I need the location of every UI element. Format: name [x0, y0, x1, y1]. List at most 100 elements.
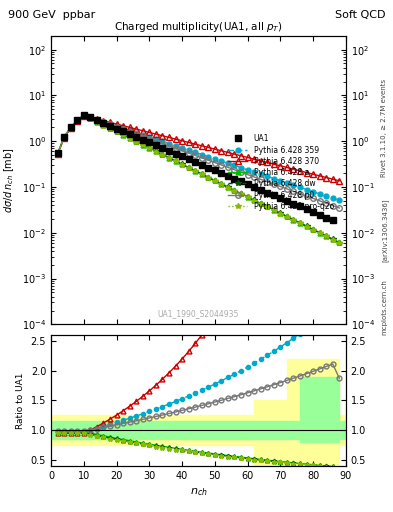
UA1: [199, 162, 204, 168]
Pythia 6.428 pro-q2o: [278, 210, 283, 217]
Pythia 6.428 pro-q2o: [140, 142, 145, 148]
Line: Pythia 6.428 pro-q2o: Pythia 6.428 pro-q2o: [55, 113, 342, 246]
Pythia 6.428 359: [62, 134, 66, 140]
Pythia 6.428 a: [62, 134, 66, 140]
Pythia 6.428 a: [88, 115, 93, 121]
Pythia 6.428 a: [337, 239, 342, 245]
Pythia 6.428 p0: [272, 181, 276, 187]
Pythia 6.428 370: [278, 163, 283, 169]
Pythia 6.428 359: [317, 191, 322, 197]
Pythia 6.428 a: [134, 138, 139, 144]
Pythia 6.428 370: [101, 118, 106, 124]
Line: Pythia 6.428 370: Pythia 6.428 370: [55, 113, 342, 184]
Pythia 6.428 370: [180, 138, 184, 144]
Pythia 6.428 359: [331, 195, 335, 201]
Pythia 6.428 370: [147, 130, 152, 136]
Pythia 6.428 pro-q2o: [147, 145, 152, 152]
Text: [arXiv:1306.3436]: [arXiv:1306.3436]: [381, 199, 388, 262]
Pythia 6.428 p0: [173, 145, 178, 152]
Pythia 6.428 dw: [154, 148, 158, 155]
Pythia 6.428 a: [167, 155, 171, 161]
Pythia 6.428 a: [81, 112, 86, 118]
Pythia 6.428 a: [226, 184, 230, 190]
Pythia 6.428 dw: [213, 178, 217, 184]
Pythia 6.428 p0: [331, 203, 335, 209]
Pythia 6.428 p0: [75, 117, 80, 123]
Pythia 6.428 370: [186, 139, 191, 145]
Pythia 6.428 p0: [311, 196, 316, 202]
Pythia 6.428 p0: [55, 150, 60, 156]
Pythia 6.428 p0: [278, 183, 283, 189]
Pythia 6.428 p0: [140, 133, 145, 139]
UA1: [154, 142, 158, 148]
Pythia 6.428 359: [101, 119, 106, 125]
UA1: [285, 198, 289, 204]
Pythia 6.428 pro-q2o: [173, 158, 178, 164]
Pythia 6.428 359: [206, 154, 211, 160]
Pythia 6.428 p0: [219, 162, 224, 168]
Pythia 6.428 370: [239, 153, 243, 159]
Pythia 6.428 p0: [160, 140, 165, 146]
Pythia 6.428 pro-q2o: [88, 116, 93, 122]
Pythia 6.428 pro-q2o: [206, 175, 211, 181]
Pythia 6.428 dw: [167, 155, 171, 161]
UA1: [252, 184, 257, 190]
Pythia 6.428 dw: [304, 223, 309, 229]
Pythia 6.428 pro-q2o: [304, 224, 309, 230]
Pythia 6.428 a: [213, 177, 217, 183]
Pythia 6.428 370: [245, 155, 250, 161]
Pythia 6.428 pro-q2o: [324, 233, 329, 240]
UA1: [206, 164, 211, 170]
Pythia 6.428 p0: [95, 117, 99, 123]
Pythia 6.428 a: [108, 125, 112, 131]
Pythia 6.428 pro-q2o: [317, 230, 322, 236]
Pythia 6.428 dw: [272, 207, 276, 213]
Pythia 6.428 a: [219, 181, 224, 187]
Pythia 6.428 a: [186, 164, 191, 170]
Pythia 6.428 a: [199, 171, 204, 177]
Pythia 6.428 pro-q2o: [272, 207, 276, 214]
Pythia 6.428 pro-q2o: [167, 155, 171, 161]
Pythia 6.428 p0: [199, 155, 204, 161]
Pythia 6.428 370: [62, 135, 66, 141]
Pythia 6.428 359: [285, 180, 289, 186]
Pythia 6.428 370: [121, 123, 125, 129]
Pythia 6.428 a: [206, 174, 211, 180]
Pythia 6.428 370: [331, 176, 335, 182]
UA1: [193, 159, 198, 165]
Pythia 6.428 359: [239, 164, 243, 170]
Pythia 6.428 pro-q2o: [75, 118, 80, 124]
UA1: [62, 134, 66, 140]
Pythia 6.428 p0: [167, 143, 171, 149]
Pythia 6.428 370: [55, 151, 60, 157]
Pythia 6.428 a: [180, 161, 184, 167]
Pythia 6.428 370: [88, 114, 93, 120]
Pythia 6.428 370: [324, 175, 329, 181]
Pythia 6.428 dw: [88, 116, 93, 122]
Pythia 6.428 359: [75, 117, 80, 123]
UA1: [114, 125, 119, 132]
Pythia 6.428 dw: [160, 152, 165, 158]
Pythia 6.428 p0: [88, 114, 93, 120]
Text: Soft QCD: Soft QCD: [335, 10, 385, 20]
Pythia 6.428 p0: [304, 193, 309, 199]
Pythia 6.428 p0: [285, 186, 289, 192]
Pythia 6.428 359: [121, 125, 125, 132]
Pythia 6.428 pro-q2o: [134, 139, 139, 145]
Pythia 6.428 370: [258, 158, 263, 164]
Pythia 6.428 pro-q2o: [154, 148, 158, 155]
Pythia 6.428 370: [298, 168, 302, 174]
Pythia 6.428 a: [160, 151, 165, 157]
UA1: [304, 206, 309, 212]
Pythia 6.428 359: [298, 184, 302, 190]
Pythia 6.428 a: [317, 229, 322, 236]
Pythia 6.428 370: [75, 118, 80, 124]
Pythia 6.428 370: [160, 133, 165, 139]
Pythia 6.428 pro-q2o: [245, 194, 250, 200]
UA1: [278, 195, 283, 201]
Pythia 6.428 pro-q2o: [114, 129, 119, 135]
Pythia 6.428 p0: [317, 198, 322, 204]
Pythia 6.428 p0: [232, 167, 237, 173]
Pythia 6.428 359: [167, 140, 171, 146]
Pythia 6.428 a: [239, 190, 243, 197]
